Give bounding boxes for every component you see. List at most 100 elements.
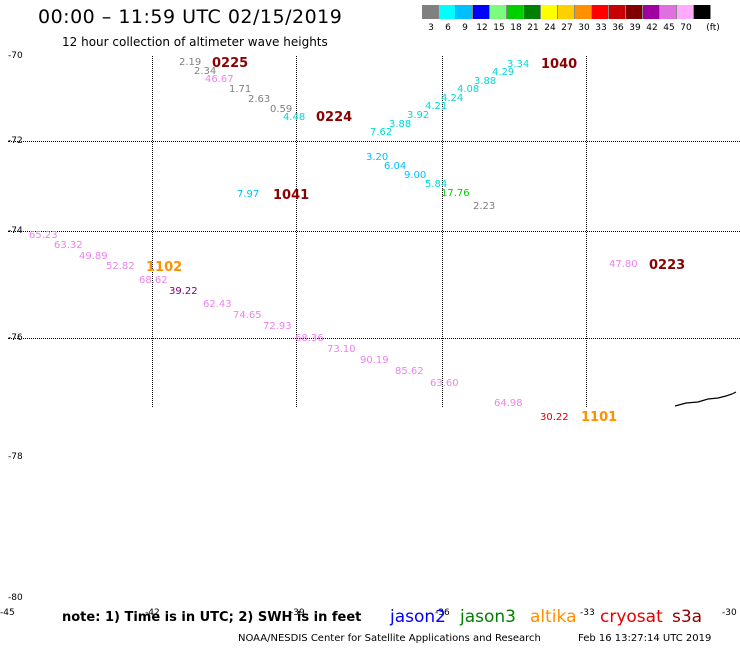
wave-height-obs: 4.29 [492,67,515,78]
wave-height-obs: 2.23 [473,201,496,212]
lon-label: -30 [722,608,737,618]
wave-height-obs: 65.23 [29,230,58,241]
lat-label: -78 [8,452,23,462]
scale-swatch [626,5,643,19]
scale-label: 39 [629,23,641,33]
wave-height-obs: 3.88 [474,76,497,87]
satellite-legend-jason2: jason2 [390,607,446,627]
lon-label: -36 [435,608,450,618]
wave-height-obs: 30.22 [540,412,569,423]
scale-unit: (ft) [706,23,720,33]
scale-swatch [558,5,575,19]
wave-height-obs: 2.34 [194,66,217,77]
wave-height-obs: 52.82 [106,261,135,272]
scale-swatch [660,5,677,19]
satellite-legend-s3a: s3a [672,607,703,627]
map-area [8,48,740,604]
wave-height-obs: 73.10 [327,344,356,355]
scale-swatch [592,5,609,19]
scale-label: 24 [544,23,556,33]
scale-label: 27 [561,23,573,33]
wave-height-obs: 46.67 [205,74,234,85]
wave-height-obs: 49.89 [79,251,108,262]
wave-height-obs: 6.04 [384,161,407,172]
scale-label: 33 [595,23,607,33]
wave-height-obs: 47.80 [609,259,638,270]
wave-height-obs: 5.84 [425,179,448,190]
grid-lat-76 [8,338,740,339]
wave-height-obs: 74.65 [233,310,262,321]
scale-label: 36 [612,23,624,33]
lon-label: -42 [145,608,160,618]
wave-height-obs: 2.19 [179,57,202,68]
wave-height-obs: 68.36 [295,333,324,344]
scale-label: 3 [428,23,434,33]
lat-label: -80 [8,593,23,603]
wave-height-obs: 39.22 [169,286,198,297]
wave-height-obs: 90.19 [360,355,389,366]
lon-label: -33 [580,608,595,618]
grid-lat-74 [8,231,740,232]
wave-height-obs: 4.21 [425,101,448,112]
scale-swatch [677,5,694,19]
scale-swatch [439,5,456,19]
scale-swatch [609,5,626,19]
satellite-legend-jason3: jason3 [460,607,516,627]
pass-label: 0224 [316,110,353,125]
units-note: note: 1) Time is in UTC; 2) SWH is in fe… [62,610,362,625]
wave-height-obs: 4.24 [441,93,464,104]
lat-label: -76 [8,333,23,343]
wave-height-obs: 7.62 [370,127,393,138]
scale-swatch [524,5,541,19]
generated-timestamp: Feb 16 13:27:14 UTC 2019 [578,633,712,644]
scale-swatch [473,5,490,19]
scale-label: 45 [663,23,675,33]
wave-height-obs: 64.98 [494,398,523,409]
grid-lat-72 [8,141,740,142]
wave-height-obs: 72.93 [263,321,292,332]
scale-swatch [422,5,439,19]
wave-height-obs: 7.97 [237,189,260,200]
wave-height-obs: 1.71 [229,84,252,95]
pass-label: 1041 [273,188,310,203]
scale-label: 12 [476,23,488,33]
wave-height-obs: 3.88 [389,119,412,130]
wave-height-obs: 68.62 [139,275,168,286]
scale-swatch [694,5,711,19]
scale-label: 42 [646,23,658,33]
lat-label: -70 [8,51,23,61]
wave-height-obs: 0.59 [270,104,293,115]
scale-label: 9 [462,23,468,33]
scale-swatch [490,5,507,19]
scale-label: 18 [510,23,522,33]
wave-height-obs: 85.62 [395,366,424,377]
map-title: 00:00 – 11:59 UTC 02/15/2019 [38,6,343,28]
lon-label: -39 [290,608,305,618]
wave-height-obs: 4.08 [457,84,480,95]
wave-height-obs: 63.32 [54,240,83,251]
scale-label: 6 [445,23,451,33]
wave-height-obs: 9.00 [404,170,427,181]
pass-label: 1101 [581,410,618,425]
scale-label: 70 [680,23,692,33]
coastline [674,391,737,407]
wave-height-obs: 4.48 [283,112,306,123]
scale-label: 15 [493,23,505,33]
lat-label: -72 [8,136,23,146]
credit-line: NOAA/NESDIS Center for Satellite Applica… [238,633,541,644]
satellite-legend-altika: altika [530,607,577,627]
scale-label: 30 [578,23,590,33]
satellite-legend-cryosat: cryosat [600,607,663,627]
pass-label: 0223 [649,258,686,273]
wave-height-obs: 2.63 [248,94,271,105]
wave-height-obs: 3.92 [407,110,430,121]
lat-label: -74 [8,226,23,236]
wave-height-obs: 17.76 [441,188,470,199]
pass-label: 1102 [146,260,183,275]
scale-swatch [575,5,592,19]
map-subtitle: 12 hour collection of altimeter wave hei… [62,35,328,49]
scale-swatch [643,5,660,19]
pass-label: 1040 [541,57,578,72]
lon-label: -45 [0,608,15,618]
wave-height-obs: 3.34 [507,59,530,70]
